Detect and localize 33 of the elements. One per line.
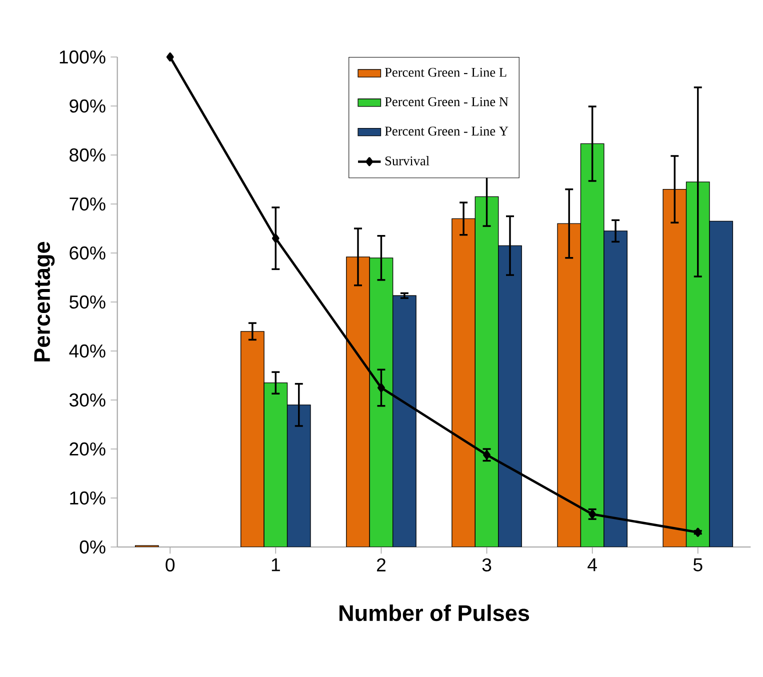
legend-label: Percent Green - Line N xyxy=(384,97,508,106)
x-tick-label: 0 xyxy=(166,558,175,572)
y-tick-label: 90% xyxy=(70,99,106,113)
y-tick-label: 30% xyxy=(69,393,106,407)
x-tick-label: 3 xyxy=(482,558,492,572)
legend-label: Percent Green - Line L xyxy=(384,68,506,77)
y-tick-label: 20% xyxy=(70,442,106,456)
y-tick-label: 40% xyxy=(69,344,106,358)
legend-label: Survival xyxy=(385,156,430,166)
point xyxy=(272,234,280,243)
bar xyxy=(264,382,288,547)
x-tick-label: 4 xyxy=(588,558,597,572)
point xyxy=(378,383,385,392)
y-tick-label: 0% xyxy=(80,540,106,554)
x-axis-title: Number of Pulses xyxy=(340,604,530,622)
legend-label: Percent Green - Line Y xyxy=(384,126,508,136)
bar xyxy=(369,258,394,547)
point xyxy=(166,52,174,62)
y-tick-label: 70% xyxy=(70,197,106,211)
x-tick-label: 2 xyxy=(376,558,386,572)
y-tick-label: 50% xyxy=(70,295,106,309)
bar xyxy=(474,196,499,547)
point xyxy=(483,450,490,460)
y-axis-title: Percentage xyxy=(34,242,55,362)
point xyxy=(694,528,702,537)
y-tick-label: 100% xyxy=(60,50,106,64)
bar xyxy=(686,182,710,547)
bar xyxy=(580,143,604,547)
x-tick-label: 5 xyxy=(693,558,702,572)
y-tick-label: 10% xyxy=(70,491,106,505)
x-tick-label: 1 xyxy=(272,558,280,572)
y-tick-label: 80% xyxy=(70,148,106,162)
y-tick-label: 60% xyxy=(70,246,106,260)
